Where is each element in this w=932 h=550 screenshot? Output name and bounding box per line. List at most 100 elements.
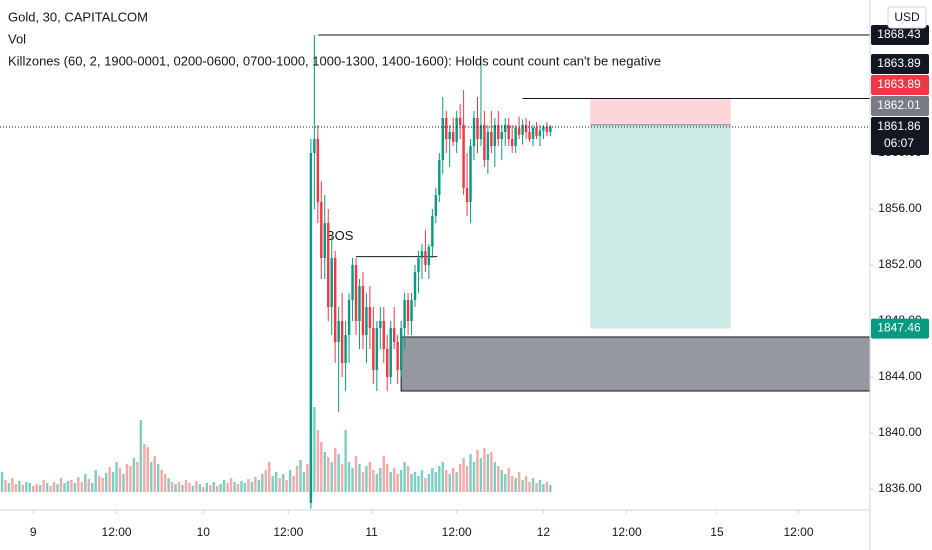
volume-bar bbox=[146, 447, 149, 492]
volume-bar bbox=[163, 474, 167, 492]
volume-bar bbox=[136, 462, 139, 492]
currency-box[interactable] bbox=[887, 6, 927, 29]
volume-bar bbox=[188, 483, 191, 492]
candle-body bbox=[320, 202, 323, 259]
candle-body bbox=[542, 126, 545, 131]
volume-bar bbox=[18, 481, 21, 492]
volume-bar bbox=[191, 486, 195, 492]
volume-bar bbox=[4, 480, 7, 492]
candle-body bbox=[500, 132, 503, 140]
volume-bar bbox=[97, 476, 101, 492]
volume-bar bbox=[441, 462, 444, 492]
volume-bar bbox=[125, 464, 129, 492]
volume-bar bbox=[143, 444, 146, 492]
candle-body bbox=[479, 125, 483, 140]
volume-bar bbox=[469, 454, 472, 492]
candle-body bbox=[417, 258, 420, 273]
volume-bar bbox=[535, 483, 538, 492]
x-tick-label: 15 bbox=[710, 525, 724, 539]
price-label-box bbox=[871, 74, 929, 95]
candle-body bbox=[386, 349, 389, 378]
x-tick-label: 12:00 bbox=[273, 525, 303, 539]
volume-bar bbox=[150, 462, 153, 492]
volume-bar bbox=[295, 466, 299, 492]
volume-bar bbox=[56, 484, 59, 492]
candle-body bbox=[354, 265, 358, 322]
volume-bar bbox=[375, 474, 379, 492]
candle-body bbox=[365, 307, 368, 336]
candle-body bbox=[448, 132, 451, 140]
volume-bar bbox=[268, 462, 271, 492]
candle-body bbox=[472, 118, 476, 147]
volume-bar bbox=[368, 462, 372, 492]
volume-bar bbox=[257, 480, 261, 492]
volume-bar bbox=[531, 478, 535, 492]
volume-bar bbox=[545, 482, 549, 492]
volume-bar bbox=[451, 468, 455, 492]
volume-bar bbox=[271, 476, 274, 492]
x-tick-label: 12:00 bbox=[442, 525, 472, 539]
volume-bar bbox=[115, 462, 118, 492]
volume-bar bbox=[59, 478, 63, 492]
volume-bar bbox=[195, 481, 198, 492]
volume-bar bbox=[205, 483, 208, 492]
volume-bar bbox=[347, 462, 351, 492]
price-label-box bbox=[871, 24, 929, 45]
volume-bar bbox=[337, 454, 340, 492]
volume-bar bbox=[156, 464, 160, 492]
volume-bar bbox=[476, 450, 479, 492]
volume-bar bbox=[202, 487, 205, 492]
volume-bar bbox=[493, 462, 497, 492]
volume-bar bbox=[351, 468, 354, 492]
x-tick-label: 12:00 bbox=[102, 525, 132, 539]
y-tick-label: 1836.00 bbox=[878, 481, 922, 495]
volume-bar bbox=[215, 486, 219, 492]
volume-bar bbox=[504, 474, 507, 492]
candle-body bbox=[545, 126, 549, 133]
volume-bar bbox=[184, 480, 188, 492]
volume-bar bbox=[399, 470, 403, 492]
volume-bar bbox=[101, 478, 104, 492]
price-label-box bbox=[871, 53, 929, 74]
indicator: Killzones (60, 2, 1900-0001, 0200-0600, … bbox=[8, 53, 661, 68]
volume-bar bbox=[438, 466, 441, 492]
candle-body bbox=[389, 328, 392, 378]
candle-body bbox=[517, 127, 521, 135]
volume-bar bbox=[465, 466, 469, 492]
candle-body bbox=[528, 132, 531, 140]
volume-bar bbox=[306, 464, 309, 492]
volume-bar bbox=[462, 458, 465, 492]
candle-body bbox=[420, 251, 424, 259]
price-label-box bbox=[871, 318, 929, 339]
x-tick-label: 11 bbox=[365, 525, 378, 539]
candle-body bbox=[486, 132, 490, 161]
stop-area bbox=[590, 98, 731, 125]
volume-bar bbox=[177, 482, 181, 492]
volume-bar bbox=[264, 470, 267, 492]
volume-bar bbox=[212, 482, 215, 492]
candle-body bbox=[403, 300, 406, 329]
price-label-box bbox=[871, 116, 929, 155]
candle-body bbox=[323, 223, 326, 259]
volume-bar bbox=[243, 483, 247, 492]
volume-bar bbox=[299, 460, 302, 492]
volume-bar bbox=[122, 474, 125, 492]
volume-bar bbox=[316, 430, 320, 492]
volume-bar bbox=[181, 485, 184, 492]
plot-area: BOS bbox=[0, 34, 870, 509]
candle-body bbox=[424, 251, 427, 266]
candle-body bbox=[521, 125, 524, 135]
volume-bar bbox=[285, 480, 288, 492]
volume-bar bbox=[84, 474, 87, 492]
price-label: 1847.46 bbox=[877, 321, 921, 335]
volume-bar bbox=[396, 474, 399, 492]
currency[interactable]: USD bbox=[894, 10, 920, 24]
volume-bar bbox=[542, 484, 545, 492]
candle-body bbox=[451, 132, 455, 142]
candle-body bbox=[368, 307, 372, 329]
target-area bbox=[590, 124, 731, 329]
candle-body bbox=[327, 223, 330, 308]
volume-bar bbox=[229, 478, 233, 492]
volume-bar bbox=[45, 483, 49, 492]
